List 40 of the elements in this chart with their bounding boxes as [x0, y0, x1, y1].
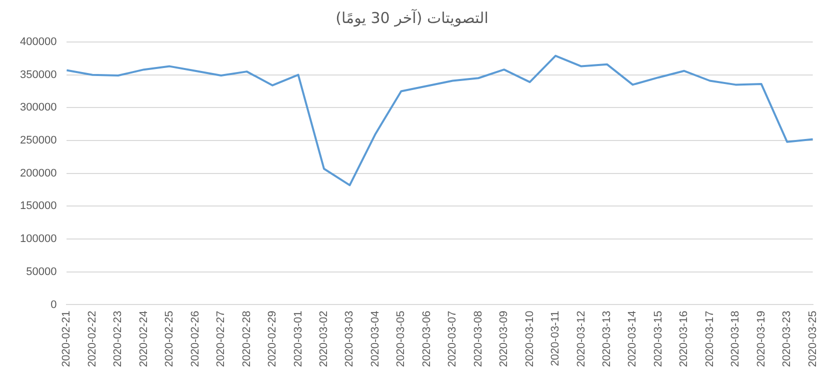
x-tick-label: 2020-02-27 — [215, 310, 228, 368]
x-tick-label: 2020-02-23 — [112, 310, 124, 368]
x-tick-label: 2020-03-08 — [472, 310, 484, 368]
y-tick-label: 50000 — [26, 266, 57, 278]
y-tick-label: 150000 — [20, 200, 57, 212]
x-tick-label: 2020-03-25 — [806, 310, 819, 368]
x-tick-label: 2020-03-15 — [652, 310, 664, 368]
x-tick-label: 2020-03-07 — [446, 310, 459, 368]
y-tick-label: 250000 — [20, 134, 57, 147]
x-tick-label: 2020-03-13 — [601, 310, 614, 368]
x-tick-label: 2020-03-11 — [550, 310, 562, 366]
x-tick-label: 2020-02-22 — [86, 310, 98, 368]
y-tick-label: 100000 — [20, 233, 57, 246]
x-tick-label: 2020-03-18 — [730, 310, 742, 368]
x-tick-label: 2020-02-28 — [240, 310, 253, 368]
y-tick-label: 350000 — [20, 68, 57, 81]
y-tick-label: 0 — [50, 298, 57, 311]
y-tick-label: 200000 — [20, 167, 57, 180]
x-tick-label: 2020-02-24 — [138, 310, 150, 368]
x-tick-label: 2020-03-12 — [575, 310, 588, 368]
x-tick-label: 2020-03-16 — [678, 310, 690, 368]
x-tick-label: 2020-03-23 — [781, 310, 794, 368]
x-tick-label: 2020-02-21 — [60, 310, 73, 368]
x-tick-label: 2020-03-04 — [369, 310, 382, 368]
x-tick-label: 2020-03-19 — [755, 310, 768, 368]
x-tick-label: 2020-03-14 — [626, 310, 639, 368]
x-tick-label: 2020-03-01 — [292, 310, 304, 368]
x-tick-label: 2020-03-03 — [344, 310, 356, 368]
y-tick-label: 300000 — [20, 102, 57, 114]
x-tick-label: 2020-03-09 — [498, 310, 510, 368]
x-tick-label: 2020-02-26 — [189, 310, 202, 368]
x-tick-label: 2020-03-10 — [524, 310, 536, 368]
x-tick-label: 2020-03-06 — [420, 310, 433, 368]
x-tick-label: 2020-02-25 — [164, 310, 176, 368]
x-tick-label: 2020-03-05 — [395, 310, 408, 368]
x-tick-label: 2020-03-17 — [704, 310, 716, 368]
y-tick-label: 400000 — [20, 36, 57, 48]
x-tick-label: 2020-03-02 — [318, 310, 330, 368]
chart-title: التصويتات (آخر 30 يومًا) — [336, 8, 488, 27]
x-tick-label: 2020-02-29 — [266, 310, 279, 368]
